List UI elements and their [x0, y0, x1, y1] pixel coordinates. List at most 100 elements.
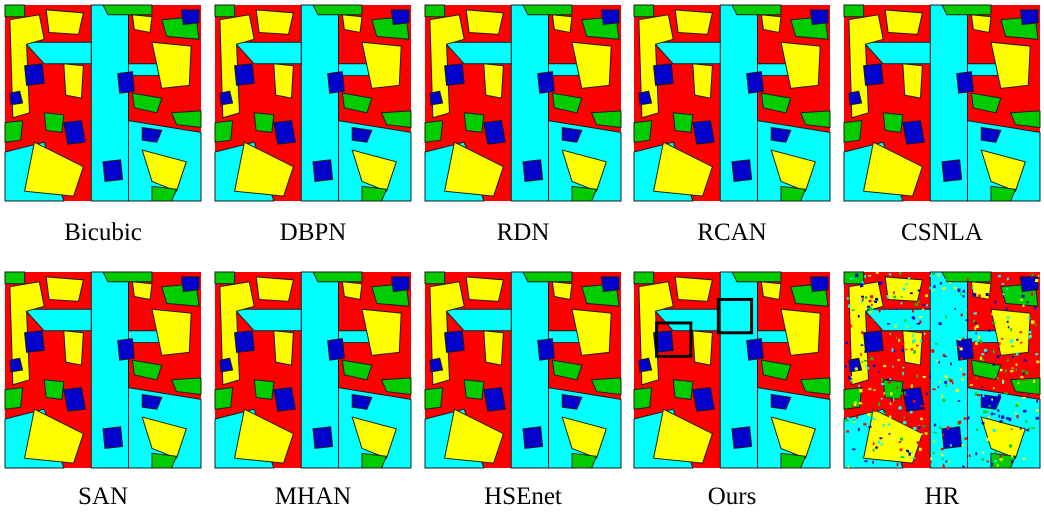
speckle [913, 464, 916, 466]
speckle [849, 350, 852, 352]
speckle [992, 364, 994, 366]
speckle [878, 371, 880, 373]
speckle [1013, 325, 1015, 328]
speckle [893, 424, 895, 427]
speckle [893, 291, 895, 294]
speckle [1010, 328, 1012, 331]
speckle [861, 331, 863, 334]
speckle [993, 335, 996, 338]
speckle [889, 378, 891, 380]
speckle [897, 463, 899, 466]
speckle [1033, 380, 1035, 383]
speckle [873, 368, 875, 370]
result-image [425, 272, 621, 468]
speckle [1007, 321, 1009, 323]
speckle [901, 456, 904, 458]
speckle [1007, 435, 1009, 438]
speckle [881, 398, 883, 400]
speckle [979, 291, 982, 294]
speckle [1022, 295, 1025, 298]
speckle [851, 379, 853, 382]
speckle [868, 426, 871, 428]
speckle [912, 334, 914, 337]
speckle [1034, 307, 1036, 310]
speckle [982, 459, 985, 461]
speckle [999, 328, 1001, 329]
speckle [968, 324, 970, 326]
speckle [904, 391, 906, 394]
speckle [1036, 400, 1038, 403]
caption: DBPN [280, 219, 347, 246]
speckle [970, 384, 973, 386]
speckle [962, 338, 964, 340]
speckle [938, 386, 940, 388]
speckle [894, 392, 896, 394]
speckle [912, 316, 914, 319]
speckle [1036, 409, 1039, 411]
speckle [995, 450, 997, 453]
speckle [845, 342, 848, 344]
speckle [912, 310, 914, 312]
speckle [990, 463, 992, 466]
speckle [1001, 338, 1004, 339]
speckle [984, 349, 987, 352]
speckle [869, 300, 872, 303]
speckle [879, 437, 882, 439]
speckle [946, 354, 948, 357]
speckle [1007, 316, 1010, 318]
speckle [936, 297, 937, 300]
speckle [974, 312, 977, 314]
speckle [1002, 294, 1004, 296]
speckle [897, 387, 898, 389]
speckle [918, 290, 920, 292]
speckle [873, 336, 875, 338]
speckle [885, 310, 888, 312]
speckle [868, 275, 871, 277]
speckle [897, 458, 899, 460]
speckle [975, 342, 978, 345]
speckle [900, 448, 903, 451]
speckle [951, 424, 954, 427]
speckle [939, 322, 942, 325]
speckle [1031, 274, 1033, 277]
speckle [982, 452, 984, 454]
speckle [846, 430, 849, 432]
speckle [1016, 305, 1019, 307]
figure: BicubicDBPNRDNRCANCSNLASANMHANHSEnetOurs… [0, 0, 1044, 519]
speckle [903, 417, 905, 419]
speckle [873, 449, 875, 452]
speckle [1016, 363, 1018, 366]
speckle [939, 381, 941, 383]
speckle [961, 444, 963, 446]
speckle [993, 322, 996, 324]
caption: MHAN [275, 483, 351, 510]
speckle [911, 348, 914, 350]
speckle [920, 405, 923, 407]
speckle [874, 409, 877, 412]
speckle [1023, 372, 1024, 375]
speckle [947, 426, 950, 429]
speckle [904, 394, 906, 396]
speckle [953, 404, 956, 406]
speckle [902, 343, 904, 346]
speckle [944, 381, 947, 384]
speckle [858, 428, 860, 431]
speckle [1010, 374, 1012, 376]
speckle [960, 292, 962, 295]
speckle [1028, 336, 1031, 339]
speckle [938, 274, 940, 277]
speckle [855, 322, 857, 325]
speckle [1031, 320, 1034, 323]
speckle [1036, 355, 1039, 358]
speckle [931, 464, 933, 467]
speckle [1015, 368, 1017, 370]
speckle [961, 277, 964, 279]
caption: RCAN [697, 219, 766, 246]
speckle [976, 325, 979, 328]
speckle [917, 441, 920, 444]
speckle [1031, 292, 1033, 295]
speckle [997, 464, 999, 466]
speckle [988, 416, 990, 418]
speckle [960, 347, 963, 350]
speckle [1034, 273, 1036, 276]
